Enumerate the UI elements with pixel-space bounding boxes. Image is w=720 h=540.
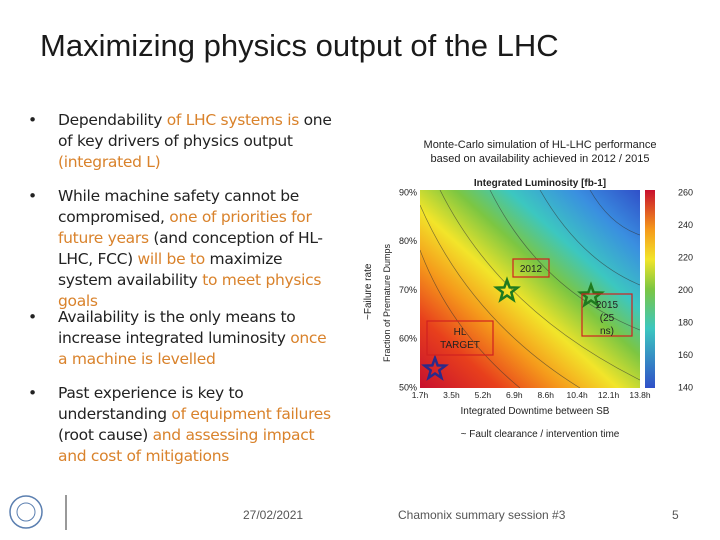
star-marker <box>493 276 521 303</box>
text-run: (integrated L) <box>58 153 161 171</box>
bullet-dot: • <box>28 111 38 129</box>
bullet-dot: • <box>28 187 38 205</box>
x-tick-label: 8.6h <box>537 390 554 400</box>
colorbar-tick-label: 260 <box>678 187 693 197</box>
text-run: Dependability <box>58 111 163 129</box>
annotation: 2015 (25 ns) <box>596 300 619 337</box>
text-run: of LHC systems is <box>162 111 304 129</box>
colorbar-tick-label: 160 <box>678 350 693 360</box>
text-run: (root cause) <box>58 426 148 444</box>
y-tick-label: 50% <box>399 382 417 392</box>
bullet: • Past experience is key to understanding… <box>28 383 333 467</box>
x-tick-label: 3.5h <box>443 390 460 400</box>
y-label-inner: Fraction of Premature Dumps <box>382 243 392 362</box>
figure-caption: based on availability achieved in 2012 /… <box>431 153 650 165</box>
x-label-note: ~ Fault clearance / intervention time <box>461 429 620 440</box>
colorbar <box>645 190 655 388</box>
bullet: • While machine safety cannot be compromi… <box>28 186 333 312</box>
colorbar-tick-label: 140 <box>678 382 693 392</box>
x-tick-label: 1.7h <box>412 390 429 400</box>
text-run: While machine safety cannot be compromis… <box>58 187 300 226</box>
x-tick-label: 5.2h <box>475 390 492 400</box>
bullet: • Availability is the only means to incre… <box>28 307 333 370</box>
colorbar-tick-label: 220 <box>678 252 693 262</box>
y-tick-label: 90% <box>399 187 417 197</box>
plot-title: Integrated Luminosity [fb-1] <box>474 178 606 189</box>
text-run: maximize system availability <box>58 250 283 289</box>
slide-title: Maximizing physics output of the LHC <box>40 28 559 63</box>
annotation: HL TARGET <box>440 327 480 351</box>
colorbar-tick-label: 180 <box>678 317 693 327</box>
text-run: to meet physics goals <box>58 271 322 310</box>
bullet: • Dependability of LHC systems is one of … <box>28 110 333 173</box>
text-run: and assessing impact and cost of mitigat… <box>58 426 315 465</box>
text-run: (and conception of HL-LHC, FCC) <box>58 229 323 268</box>
text-run: Availability is the only means to increa… <box>58 308 296 347</box>
figure-caption: Monte-Carlo simulation of HL-LHC perform… <box>424 139 657 151</box>
text-run: will be to <box>137 250 206 268</box>
annotation-box <box>512 258 550 278</box>
annotation-box <box>581 293 633 337</box>
text-run: once a machine is levelled <box>58 329 327 368</box>
footer-page: 5 <box>672 508 679 522</box>
annotation: 2012 <box>520 264 543 275</box>
footer-session: Chamonix summary session #3 <box>398 508 566 522</box>
contours <box>420 190 640 388</box>
y-tick-label: 80% <box>399 236 417 246</box>
heatmap <box>420 190 640 388</box>
cern-logo-inner <box>16 502 36 522</box>
colorbar-tick-label: 240 <box>678 220 693 230</box>
text-run: one of key drivers of physics output <box>58 111 332 150</box>
text-run: of equipment failures <box>166 405 331 423</box>
bullet-dot: • <box>28 384 38 402</box>
bullet-text: Dependability of LHC systems is one of k… <box>58 110 333 173</box>
x-tick-label: 13.8h <box>629 390 651 400</box>
bullet-dot: • <box>28 308 38 326</box>
y-label-outer: ~Failure rate <box>363 263 374 320</box>
cern-logo <box>9 495 43 529</box>
colorbar-tick-label: 200 <box>678 285 693 295</box>
x-tick-label: 10.4h <box>567 390 589 400</box>
text-run: one of priorities for future years <box>58 208 312 247</box>
bullet-text: While machine safety cannot be compromis… <box>58 186 333 312</box>
star-marker <box>421 354 449 381</box>
star-marker <box>577 281 605 308</box>
bullet-text: Past experience is key to understanding … <box>58 383 333 467</box>
annotation-box <box>426 320 494 356</box>
y-tick-label: 60% <box>399 334 417 344</box>
x-label: Integrated Downtime between SB <box>461 406 610 417</box>
y-tick-label: 70% <box>399 285 417 295</box>
x-tick-label: 6.9h <box>506 390 523 400</box>
footer-date: 27/02/2021 <box>243 508 304 522</box>
bullet-text: Availability is the only means to increa… <box>58 307 333 370</box>
text-run: Past experience is key to understanding <box>58 384 244 423</box>
x-tick-label: 12.1h <box>598 390 620 400</box>
